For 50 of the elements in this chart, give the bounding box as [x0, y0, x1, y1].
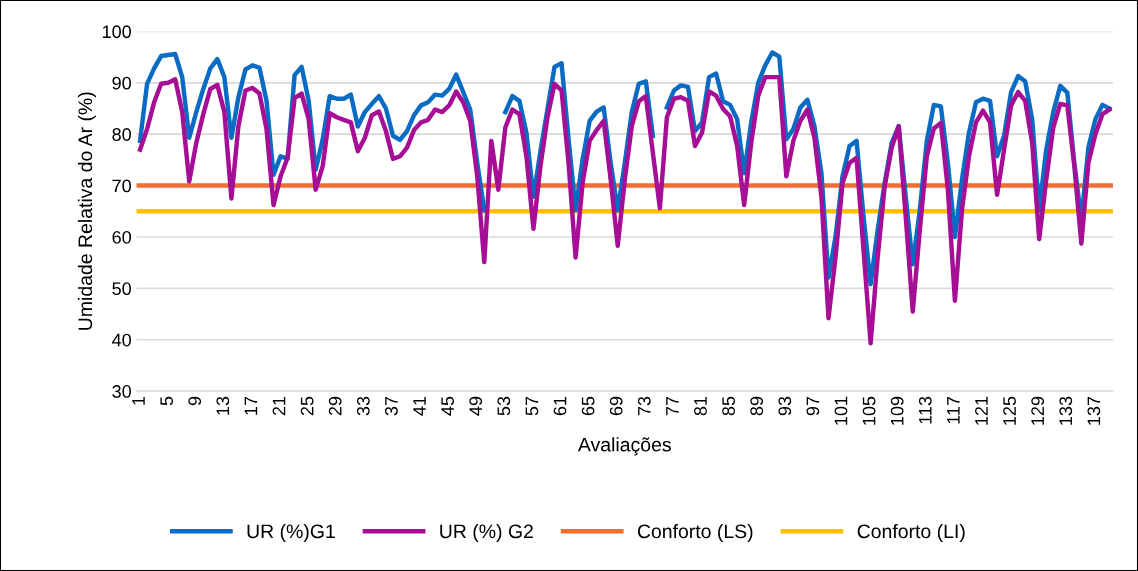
x-tick-label: 109 — [890, 396, 904, 425]
x-tick-label: 101 — [834, 396, 848, 425]
x-tick-label: 113 — [918, 396, 932, 424]
x-tick-label: 73 — [637, 396, 651, 416]
x-tick-label: 89 — [750, 396, 764, 416]
legend-label: UR (%)G1 — [247, 523, 335, 543]
line-series — [137, 74, 1112, 346]
x-tick-label: 49 — [469, 396, 483, 416]
x-tick-label: 105 — [862, 396, 876, 425]
x-tick-label: 37 — [385, 396, 398, 416]
x-tick-label: 129 — [1031, 396, 1045, 425]
x-tick-label: 33 — [356, 396, 370, 416]
x-tick-label: 45 — [441, 396, 454, 416]
x-tick-label: 133 — [1059, 396, 1073, 425]
x-tick-label: 121 — [975, 396, 988, 425]
x-tick-label: 97 — [806, 396, 820, 416]
y-tick-label: 100 — [102, 25, 131, 39]
x-tick-label: 29 — [328, 396, 342, 416]
x-tick-label: 41 — [413, 396, 426, 416]
x-tick-label: 137 — [1087, 396, 1101, 425]
x-tick-label: 9 — [188, 396, 202, 406]
legend-label: UR (%) G2 — [440, 523, 533, 543]
y-tick-label: 80 — [112, 128, 131, 141]
x-tick-label: 57 — [525, 396, 539, 416]
x-tick-label: 61 — [553, 396, 567, 416]
y-tick-label: 50 — [112, 282, 131, 296]
x-tick-label: 13 — [216, 396, 230, 415]
x-axis-title: Avaliações — [577, 437, 671, 456]
x-tick-label: 85 — [722, 396, 735, 416]
x-tick-label: 77 — [666, 396, 679, 416]
y-axis-title: Umidade Relativa do Ar (%) — [77, 92, 97, 330]
x-tick-label: 81 — [694, 396, 707, 416]
legend-label: Conforto (LI) — [857, 523, 965, 543]
x-tick-label: 125 — [1003, 396, 1016, 425]
x-tick-label: 17 — [244, 396, 258, 415]
legend-label: Conforto (LS) — [637, 523, 753, 543]
x-tick-label: 25 — [300, 396, 314, 416]
x-tick-label: 1 — [132, 396, 145, 405]
x-tick-label: 65 — [581, 396, 595, 416]
y-tick-label: 70 — [112, 179, 131, 193]
x-tick-label: 5 — [160, 396, 174, 406]
x-tick-label: 93 — [778, 396, 792, 416]
y-tick-label: 30 — [112, 385, 131, 398]
x-tick-label: 21 — [272, 396, 286, 416]
x-tick-label: 117 — [947, 396, 960, 424]
y-tick-label: 90 — [112, 76, 131, 90]
x-tick-label: 53 — [497, 396, 511, 416]
y-tick-label: 60 — [112, 230, 131, 244]
y-tick-label: 40 — [112, 333, 131, 347]
x-tick-label: 69 — [609, 396, 623, 416]
